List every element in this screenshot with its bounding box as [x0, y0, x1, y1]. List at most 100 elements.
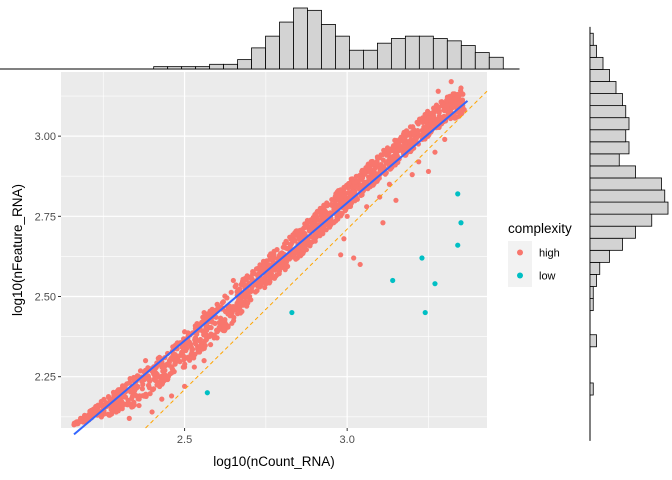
point-high [145, 373, 151, 379]
point-high [390, 143, 397, 149]
point-high [386, 149, 392, 155]
top-hist-bar [321, 24, 336, 70]
point-high [287, 245, 293, 251]
series-low-points [204, 191, 464, 396]
point-high [267, 275, 273, 281]
point-high [110, 389, 117, 395]
point-high [434, 117, 440, 123]
point-high [442, 136, 448, 142]
point-low [455, 242, 461, 248]
point-high [292, 249, 298, 255]
right-hist-bar [589, 141, 630, 155]
point-high [283, 239, 289, 245]
point-high [142, 358, 149, 364]
point-high [145, 365, 151, 371]
point-high [181, 329, 188, 335]
legend: complexity high low [508, 221, 572, 287]
top-hist-bar [209, 63, 224, 70]
point-high [172, 352, 178, 358]
point-high [421, 126, 427, 132]
point-high [147, 391, 153, 397]
point-high [327, 210, 333, 216]
point-low [419, 255, 425, 261]
point-high [368, 174, 374, 181]
point-high [192, 335, 198, 341]
point-high [299, 251, 305, 257]
point-high [190, 354, 196, 360]
point-high [135, 373, 141, 379]
top-hist-bar [279, 21, 294, 70]
point-high [345, 185, 351, 191]
point-high [202, 342, 208, 349]
point-high [107, 412, 113, 418]
grid-minor [61, 72, 487, 428]
x-tick-label: 2.5 [177, 434, 192, 446]
right-hist-bar [589, 117, 630, 131]
point-high [454, 95, 460, 101]
point-high [240, 276, 246, 282]
point-high [197, 338, 203, 344]
legend-dot-low [517, 272, 523, 279]
point-high [237, 310, 244, 316]
point-high [396, 137, 402, 144]
point-high [248, 275, 254, 281]
point-high [187, 341, 194, 347]
point-high [353, 184, 359, 190]
legend-label-low: low [539, 271, 556, 283]
point-high [358, 192, 364, 198]
point-high [207, 342, 214, 348]
point-high [291, 254, 297, 260]
point-high [230, 277, 236, 284]
point-high [232, 284, 238, 290]
point-high [435, 88, 441, 94]
point-high [159, 396, 165, 402]
point-high [156, 374, 162, 380]
point-high [225, 323, 231, 329]
point-high [179, 349, 185, 355]
right-hist-bar [589, 249, 610, 263]
right-hist-bar [589, 69, 610, 82]
point-high [290, 232, 296, 238]
right-hist-bar [589, 382, 594, 396]
point-high [358, 182, 364, 188]
point-high [308, 224, 314, 230]
point-high [381, 147, 387, 153]
point-high [372, 161, 378, 167]
point-high [136, 402, 142, 409]
right-hist-bar [589, 105, 627, 119]
point-high [448, 79, 454, 85]
x-tick-label: 3.0 [340, 434, 355, 446]
point-high [260, 258, 267, 264]
point-high [339, 200, 345, 206]
point-high [137, 368, 144, 374]
right-hist-bar [589, 177, 662, 191]
point-high [211, 335, 217, 341]
point-high [358, 174, 364, 180]
top-hist-bar [460, 45, 476, 70]
point-high [146, 385, 153, 391]
point-high [192, 341, 199, 347]
point-high [327, 224, 333, 230]
point-high [169, 365, 175, 371]
point-high [214, 301, 220, 307]
point-high [107, 396, 113, 402]
y-axis-ticks: 2.25 2.50 2.75 3.00 [35, 131, 61, 384]
top-hist-bar [195, 66, 211, 70]
point-high [161, 377, 167, 384]
point-high [126, 415, 132, 421]
point-high [277, 251, 284, 257]
point-high [314, 208, 320, 214]
y-tick-label: 2.50 [35, 292, 56, 304]
point-high [378, 162, 384, 168]
point-high [268, 269, 274, 275]
point-high [302, 224, 308, 230]
point-high [447, 94, 453, 100]
point-high [220, 322, 227, 328]
point-high [301, 233, 307, 239]
point-high [249, 288, 255, 294]
top-hist-bar [418, 35, 434, 70]
point-high [247, 293, 253, 300]
reference-line [145, 90, 488, 429]
right-hist-bar [589, 261, 601, 275]
